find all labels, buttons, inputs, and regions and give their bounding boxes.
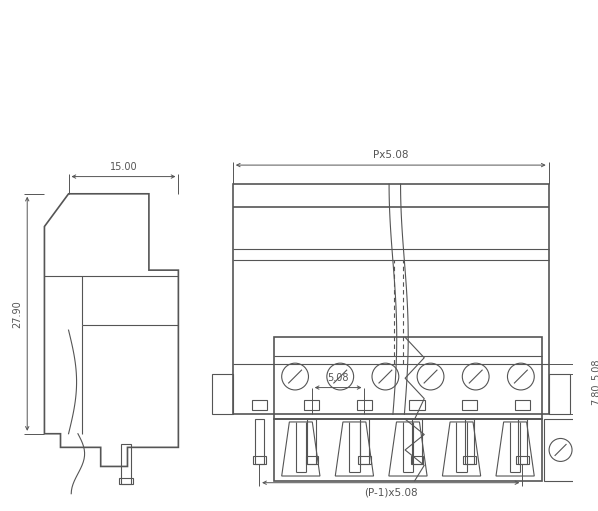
Bar xyxy=(233,184,548,414)
Bar xyxy=(548,374,570,414)
Bar xyxy=(516,456,529,463)
Bar xyxy=(274,337,542,419)
Bar xyxy=(307,419,316,463)
Text: 5.08: 5.08 xyxy=(591,358,598,380)
Bar xyxy=(118,478,133,484)
Bar xyxy=(463,456,476,463)
Bar xyxy=(360,419,369,463)
Bar xyxy=(413,419,422,463)
Text: 15.00: 15.00 xyxy=(109,162,138,172)
Bar xyxy=(306,456,318,463)
Bar xyxy=(255,419,264,463)
Bar xyxy=(357,400,372,410)
Bar xyxy=(358,456,371,463)
Text: Px5.08: Px5.08 xyxy=(373,150,408,160)
Bar xyxy=(411,456,423,463)
Text: 27.90: 27.90 xyxy=(13,300,23,328)
Bar xyxy=(465,419,474,463)
Bar xyxy=(212,374,233,414)
Text: (P-1)x5.08: (P-1)x5.08 xyxy=(364,487,417,498)
Bar xyxy=(544,419,577,481)
Bar xyxy=(304,400,319,410)
Bar xyxy=(410,400,425,410)
Bar xyxy=(462,400,477,410)
Text: 5.08: 5.08 xyxy=(327,373,349,383)
Bar xyxy=(515,400,530,410)
Bar xyxy=(121,445,131,484)
Bar xyxy=(274,419,542,481)
Bar xyxy=(253,456,266,463)
Bar xyxy=(252,400,267,410)
Text: 7.80: 7.80 xyxy=(591,384,598,405)
Bar xyxy=(518,419,527,463)
